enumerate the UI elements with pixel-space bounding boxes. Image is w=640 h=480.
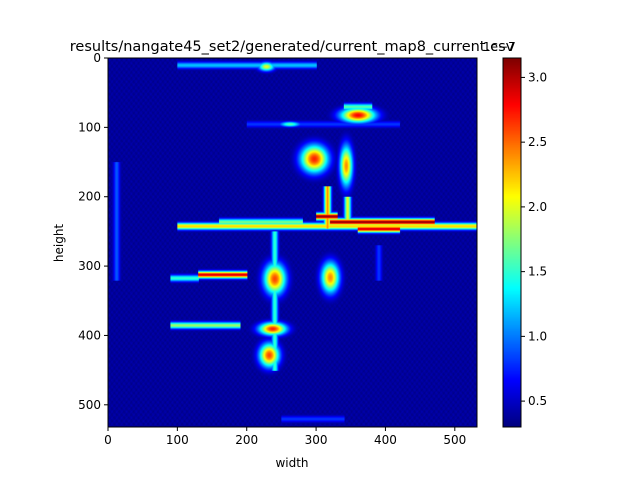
x-tick-label: 0 [104, 433, 112, 447]
y-tick-label: 300 [78, 259, 101, 273]
x-tick-label: 300 [305, 433, 328, 447]
plot-frame [107, 57, 478, 428]
x-tick-label: 100 [166, 433, 189, 447]
colorbar: 0.5 1.0 1.5 2.0 2.5 3.0 1e−7 [483, 40, 547, 428]
colorbar-ticks: 0.5 1.0 1.5 2.0 2.5 3.0 [521, 70, 547, 408]
x-tick-label: 500 [443, 433, 466, 447]
y-tick-label: 100 [78, 120, 101, 134]
x-tick-label: 200 [235, 433, 258, 447]
y-tick-label: 400 [78, 328, 101, 342]
y-tick-label: 500 [78, 398, 101, 412]
colorbar-tick-label: 2.5 [528, 135, 547, 149]
colorbar-gradient [503, 58, 521, 427]
x-axis: 0 100 200 300 400 500 [104, 427, 466, 447]
colorbar-tick-label: 3.0 [528, 70, 547, 84]
x-tick-label: 400 [374, 433, 397, 447]
y-axis: 0 100 200 300 400 500 [78, 51, 108, 412]
colorbar-tick-label: 0.5 [528, 394, 547, 408]
colorbar-tick-label: 1.5 [528, 265, 547, 279]
y-tick-label: 0 [93, 51, 101, 65]
colorbar-tick-label: 2.0 [528, 200, 547, 214]
colorbar-offset-label: 1e−7 [483, 40, 516, 54]
heatmap-plot [107, 57, 478, 428]
y-tick-label: 200 [78, 190, 101, 204]
heatmap-image [108, 58, 477, 427]
y-axis-label: height [52, 224, 66, 263]
colorbar-frame [502, 57, 522, 428]
x-axis-label: width [275, 456, 308, 470]
chart-title: results/nangate45_set2/generated/current… [70, 39, 515, 55]
colorbar-tick-label: 1.0 [528, 329, 547, 343]
